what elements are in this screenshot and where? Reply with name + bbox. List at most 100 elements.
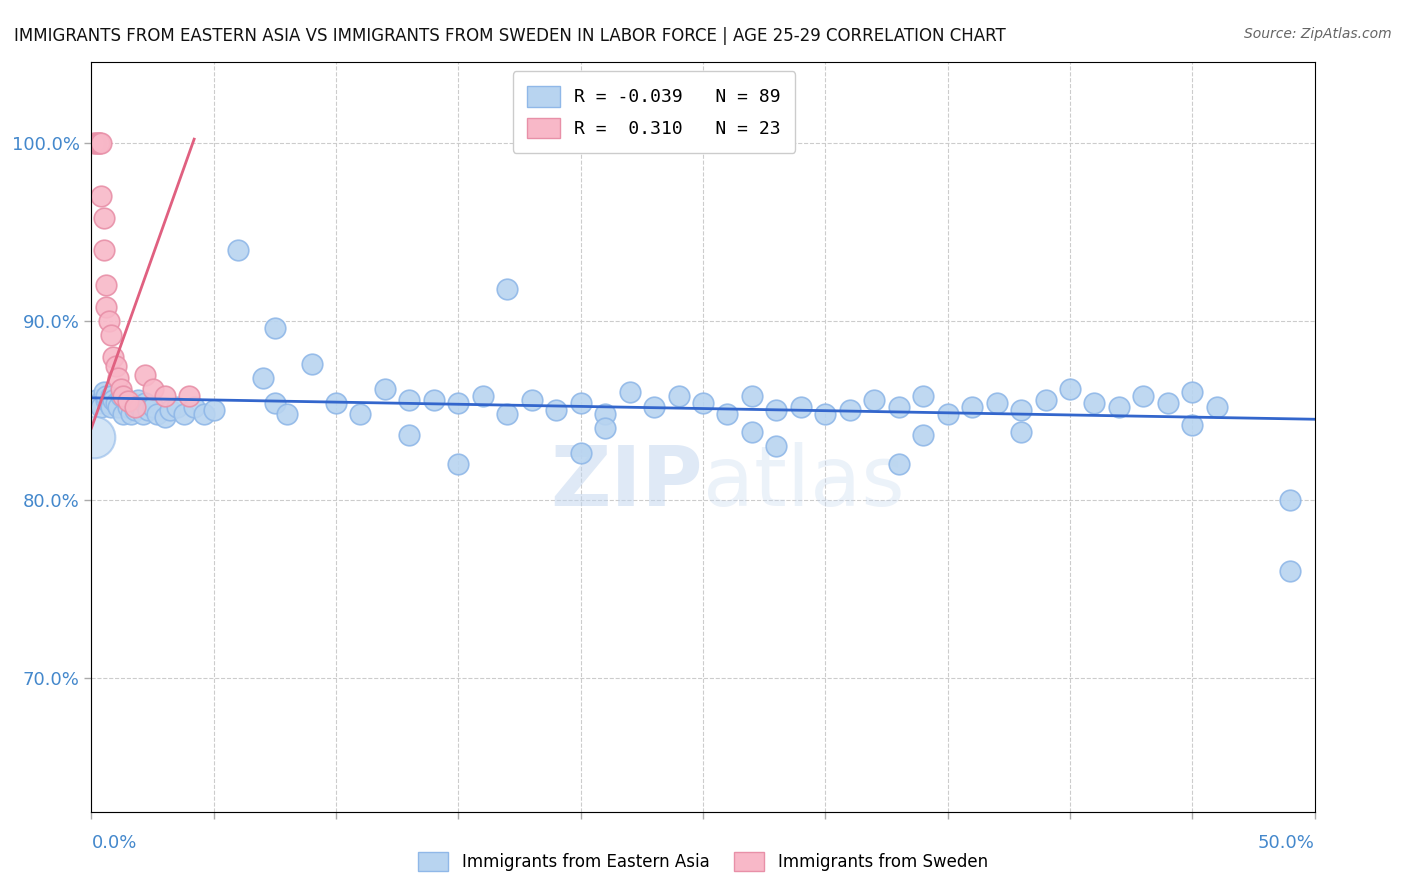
Point <box>87 396 110 410</box>
Point <box>153 389 176 403</box>
Point <box>349 407 371 421</box>
Point <box>1181 385 1204 400</box>
Point <box>141 382 163 396</box>
Point <box>790 400 813 414</box>
Point <box>110 382 132 396</box>
Point <box>960 400 983 414</box>
Point <box>173 407 195 421</box>
Point <box>120 407 142 421</box>
Point <box>1059 382 1081 396</box>
Point <box>107 400 129 414</box>
Point <box>496 282 519 296</box>
Point <box>887 400 910 414</box>
Point <box>252 371 274 385</box>
Point <box>166 400 188 414</box>
Point <box>122 396 145 410</box>
Point <box>117 394 139 409</box>
Point <box>814 407 837 421</box>
Text: 50.0%: 50.0% <box>1258 834 1315 852</box>
Point <box>94 392 117 407</box>
Point <box>141 400 163 414</box>
Point <box>1010 403 1032 417</box>
Point <box>668 389 690 403</box>
Point <box>114 392 136 407</box>
Point <box>202 403 225 417</box>
Point <box>1132 389 1154 403</box>
Point <box>97 396 120 410</box>
Point <box>325 396 347 410</box>
Point <box>153 410 176 425</box>
Point <box>374 382 396 396</box>
Point <box>692 396 714 410</box>
Point <box>1157 396 1180 410</box>
Point <box>124 400 146 414</box>
Point <box>83 136 105 150</box>
Point <box>1035 392 1057 407</box>
Point <box>1279 492 1302 507</box>
Point <box>1279 564 1302 578</box>
Text: IMMIGRANTS FROM EASTERN ASIA VS IMMIGRANTS FROM SWEDEN IN LABOR FORCE | AGE 25-2: IMMIGRANTS FROM EASTERN ASIA VS IMMIGRAN… <box>14 27 1005 45</box>
Point <box>471 389 494 403</box>
Point <box>912 389 935 403</box>
Point <box>986 396 1008 410</box>
Point <box>103 350 125 364</box>
Point <box>447 396 470 410</box>
Text: ZIP: ZIP <box>551 442 703 523</box>
Point <box>863 392 886 407</box>
Point <box>264 396 287 410</box>
Point <box>87 136 110 150</box>
Point <box>276 407 298 421</box>
Point <box>110 389 132 403</box>
Point <box>103 392 125 407</box>
Point <box>226 243 249 257</box>
Point <box>136 403 159 417</box>
Point <box>112 407 135 421</box>
Point <box>104 396 127 410</box>
Point <box>104 359 127 373</box>
Point <box>765 439 787 453</box>
Point <box>193 407 215 421</box>
Point <box>936 407 959 421</box>
Point <box>398 392 420 407</box>
Point <box>264 321 287 335</box>
Point <box>301 357 323 371</box>
Point <box>912 428 935 442</box>
Point <box>90 136 112 150</box>
Point <box>93 243 115 257</box>
Point <box>546 403 568 417</box>
Legend: Immigrants from Eastern Asia, Immigrants from Sweden: Immigrants from Eastern Asia, Immigrants… <box>411 843 995 880</box>
Point <box>132 407 155 421</box>
Point <box>124 403 146 417</box>
Point <box>134 368 156 382</box>
Point <box>1108 400 1130 414</box>
Point <box>90 189 112 203</box>
Point <box>129 400 152 414</box>
Point <box>84 136 107 150</box>
Point <box>94 389 117 403</box>
Point <box>643 400 665 414</box>
Point <box>1181 417 1204 432</box>
Point <box>1083 396 1105 410</box>
Point <box>134 396 156 410</box>
Point <box>593 407 616 421</box>
Point <box>1010 425 1032 439</box>
Point <box>569 446 592 460</box>
Point <box>127 392 149 407</box>
Point <box>887 457 910 471</box>
Point <box>90 400 112 414</box>
Point <box>520 392 543 407</box>
Point <box>107 371 129 385</box>
Point <box>593 421 616 435</box>
Point <box>94 278 117 293</box>
Point <box>100 400 122 414</box>
Point <box>87 136 110 150</box>
Text: 0.0%: 0.0% <box>91 834 136 852</box>
Point <box>146 407 169 421</box>
Point <box>100 389 122 403</box>
Point <box>496 407 519 421</box>
Point <box>741 389 763 403</box>
Point <box>93 211 115 225</box>
Legend: R = -0.039   N = 89, R =  0.310   N = 23: R = -0.039 N = 89, R = 0.310 N = 23 <box>513 71 796 153</box>
Point <box>84 392 107 407</box>
Text: atlas: atlas <box>703 442 904 523</box>
